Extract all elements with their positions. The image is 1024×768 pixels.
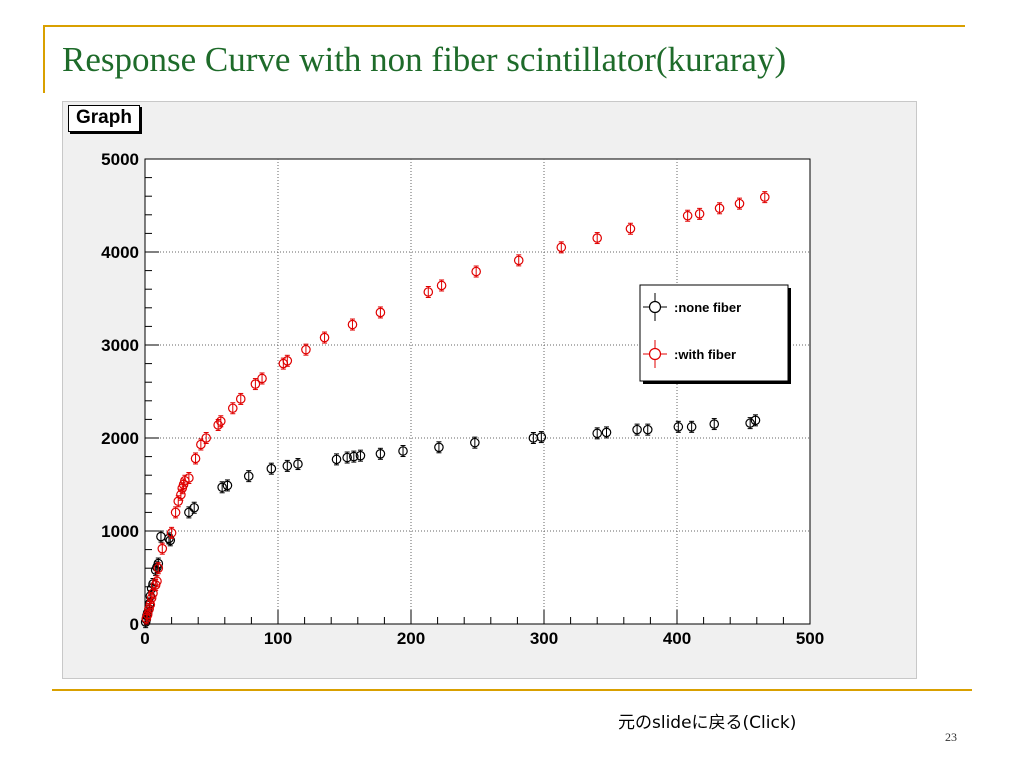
none-fiber-point xyxy=(750,415,761,426)
with-fiber-point xyxy=(216,416,226,427)
with-fiber-point xyxy=(592,233,602,243)
with-fiber-point xyxy=(142,609,153,620)
with-fiber-point xyxy=(196,439,206,450)
none-fiber-point xyxy=(355,450,366,461)
none-fiber-point xyxy=(282,461,293,471)
none-fiber-point xyxy=(165,535,176,546)
none-fiber-point xyxy=(709,419,720,429)
x-tick-label: 100 xyxy=(264,629,292,648)
x-tick-label: 200 xyxy=(397,629,425,648)
with-fiber-point xyxy=(235,394,246,404)
with-fiber-point xyxy=(436,280,447,291)
with-fiber-point xyxy=(166,528,177,538)
none-fiber-point xyxy=(222,480,233,491)
legend-none-fiber-marker xyxy=(648,300,662,314)
none-fiber-point xyxy=(592,428,602,439)
with-fiber-point xyxy=(282,356,293,366)
none-fiber-point xyxy=(686,422,697,432)
response-curve-plot: 0 100 200 300 400 500010002000300040005000:no… xyxy=(101,150,824,648)
none-fiber-point xyxy=(536,432,547,442)
legend-with-fiber-marker xyxy=(648,347,662,361)
with-fiber-point xyxy=(682,210,693,221)
none-fiber-point xyxy=(745,418,755,428)
y-tick-label: 2000 xyxy=(101,429,139,448)
legend-with-fiber-label: :with fiber xyxy=(674,347,736,362)
with-fiber-point xyxy=(201,433,211,443)
none-fiber-point xyxy=(266,463,277,474)
with-fiber-point xyxy=(694,209,705,219)
x-tick-label: 300 xyxy=(530,629,558,648)
none-fiber-point xyxy=(189,502,200,513)
with-fiber-point xyxy=(347,319,358,330)
back-to-slide-link[interactable]: 元のslideに戻る(Click) xyxy=(618,713,797,733)
y-tick-label: 1000 xyxy=(101,522,139,541)
with-fiber-point xyxy=(257,373,267,384)
x-tick-label: 400 xyxy=(663,629,691,648)
none-fiber-point xyxy=(470,437,480,448)
y-tick-label: 5000 xyxy=(101,150,139,169)
with-fiber-point xyxy=(301,344,311,355)
with-fiber-point xyxy=(170,507,181,518)
with-fiber-point xyxy=(146,593,157,603)
top-accent-line xyxy=(43,25,965,27)
with-fiber-point xyxy=(625,223,636,234)
none-fiber-point xyxy=(632,424,642,435)
none-fiber-point xyxy=(398,446,408,456)
with-fiber-point xyxy=(471,266,481,277)
with-fiber-point xyxy=(148,588,158,599)
with-fiber-point xyxy=(152,576,162,587)
with-fiber-point xyxy=(184,473,194,483)
y-tick-label: 0 xyxy=(130,615,139,634)
plot-frame xyxy=(144,158,811,625)
x-tick-label: 500 xyxy=(796,629,824,648)
with-fiber-point xyxy=(144,604,154,614)
with-fiber-point xyxy=(513,255,524,266)
with-fiber-point xyxy=(227,403,238,414)
none-fiber-point xyxy=(375,449,386,459)
y-tick-label: 4000 xyxy=(101,243,139,262)
none-fiber-point xyxy=(673,422,684,432)
bottom-accent-line xyxy=(52,689,972,691)
none-fiber-point xyxy=(349,451,359,462)
none-fiber-point xyxy=(331,454,342,465)
with-fiber-point xyxy=(714,203,725,214)
with-fiber-point xyxy=(173,496,184,507)
graph-label: Graph xyxy=(68,105,140,132)
with-fiber-point xyxy=(153,563,164,573)
graph-canvas: Graph 0 100 200 300 400 500 0 1000 2000 3000 4000 5… xyxy=(62,101,917,679)
legend-none-fiber-label: :none fiber xyxy=(674,300,741,315)
slide-title: Response Curve with non fiber scintillat… xyxy=(62,40,787,79)
none-fiber-point xyxy=(217,482,227,493)
with-fiber-point xyxy=(190,453,201,464)
with-fiber-point xyxy=(734,198,745,209)
with-fiber-point xyxy=(176,489,186,500)
none-fiber-point xyxy=(243,471,254,481)
none-fiber-point xyxy=(293,459,303,469)
page-number: 23 xyxy=(945,730,957,744)
left-accent-line xyxy=(43,25,45,93)
with-fiber-point xyxy=(759,192,770,202)
none-fiber-point xyxy=(342,452,352,463)
with-fiber-point xyxy=(423,287,434,297)
x-tick-label: 0 xyxy=(140,629,149,648)
none-fiber-point xyxy=(601,427,612,438)
none-fiber-point xyxy=(642,424,653,435)
with-fiber-point xyxy=(319,332,330,343)
none-fiber-point xyxy=(434,442,444,453)
with-fiber-point xyxy=(375,307,386,318)
with-fiber-point xyxy=(556,242,567,253)
legend-box xyxy=(639,284,789,382)
with-fiber-point xyxy=(157,543,168,554)
y-tick-label: 3000 xyxy=(101,336,139,355)
with-fiber-point xyxy=(145,599,156,610)
